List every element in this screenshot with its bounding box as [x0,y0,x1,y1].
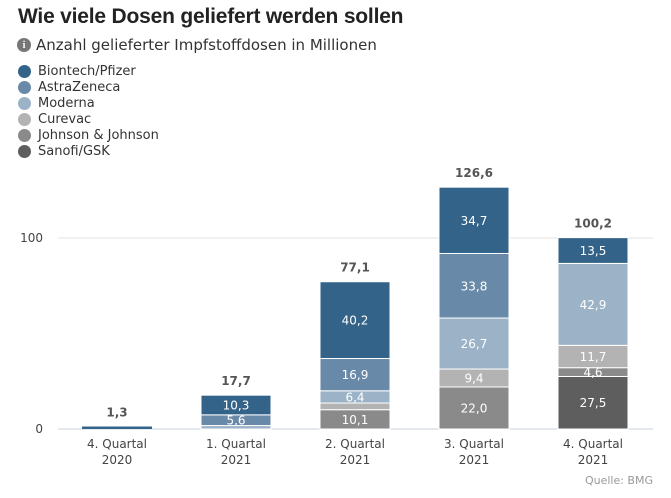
info-icon[interactable]: i [17,38,31,52]
legend-item-sanofi[interactable]: Sanofi/GSK [18,143,159,159]
total-label: 126,6 [455,166,493,180]
segment-label: 5,6 [226,414,245,428]
legend-dot [18,96,31,110]
legend-label: AstraZeneca [38,79,121,95]
segment-label: 33,8 [461,279,488,293]
segment-label: 11,7 [580,350,607,364]
legend-dot [18,112,31,126]
total-label: 100,2 [574,217,612,231]
legend-dot [18,128,31,142]
x-tick-label: 3. Quartal [444,437,504,451]
segment-label: 6,4 [345,390,364,404]
x-tick-label: 2020 [102,453,133,467]
segment-label: 26,7 [461,337,488,351]
legend: Biontech/Pfizer AstraZeneca Moderna Cure… [18,63,159,159]
segment-label: 42,9 [580,298,607,312]
legend-item-biontech[interactable]: Biontech/Pfizer [18,63,159,79]
bar-segment [438,317,510,370]
legend-label: Moderna [38,95,95,111]
bar-segment [82,426,152,429]
bar-segment [557,237,629,264]
x-tick-label: 1. Quartal [206,437,266,451]
legend-label: Sanofi/GSK [38,143,110,159]
segment-label: 40,2 [342,314,369,328]
x-tick-label: 2021 [459,453,490,467]
x-tick-label: 2021 [340,453,371,467]
total-label: 77,1 [340,261,370,275]
bar-segment [438,186,510,254]
legend-dot [18,64,31,78]
segment-label: 9,4 [464,372,483,386]
legend-item-moderna[interactable]: Moderna [18,95,159,111]
source-note: Quelle: BMG [584,474,653,487]
legend-label: Johnson & Johnson [38,127,159,143]
x-tick-label: 4. Quartal [87,437,147,451]
legend-item-curevac[interactable]: Curevac [18,111,159,127]
bar-segment [557,375,629,430]
bar-segment [557,262,629,346]
legend-label: Curevac [38,111,92,127]
bar-segment [438,386,510,430]
segment-label: 13,5 [580,244,607,258]
chart-title: Wie viele Dosen geliefert werden sollen [18,5,404,28]
y-tick-label: 100 [20,231,43,245]
segment-label: 4,6 [583,366,602,380]
x-tick-label: 2021 [221,453,252,467]
total-label: 17,7 [221,374,251,388]
x-tick-label: 2021 [578,453,609,467]
legend-item-johnson[interactable]: Johnson & Johnson [18,127,159,143]
segment-label: 34,7 [461,214,488,228]
segment-label: 10,1 [342,413,369,427]
segment-label: 10,3 [223,399,250,413]
bar-segment [200,394,272,416]
segment-label: 22,0 [461,401,488,415]
chart-subtitle: i Anzahl gelieferter Impfstoffdosen in M… [17,36,377,54]
subtitle-text: Anzahl gelieferter Impfstoffdosen in Mil… [36,36,377,54]
segment-label: 16,9 [342,368,369,382]
bar-segment [319,281,391,360]
bar-segment [438,252,510,319]
y-tick-label: 0 [35,422,43,436]
x-tick-label: 4. Quartal [563,437,623,451]
legend-dot [18,144,31,158]
legend-dot [18,80,31,94]
legend-item-astrazeneca[interactable]: AstraZeneca [18,79,159,95]
total-label: 1,3 [106,406,127,420]
segment-label: 27,5 [580,396,607,410]
x-tick-label: 2. Quartal [325,437,385,451]
legend-label: Biontech/Pfizer [38,63,136,79]
